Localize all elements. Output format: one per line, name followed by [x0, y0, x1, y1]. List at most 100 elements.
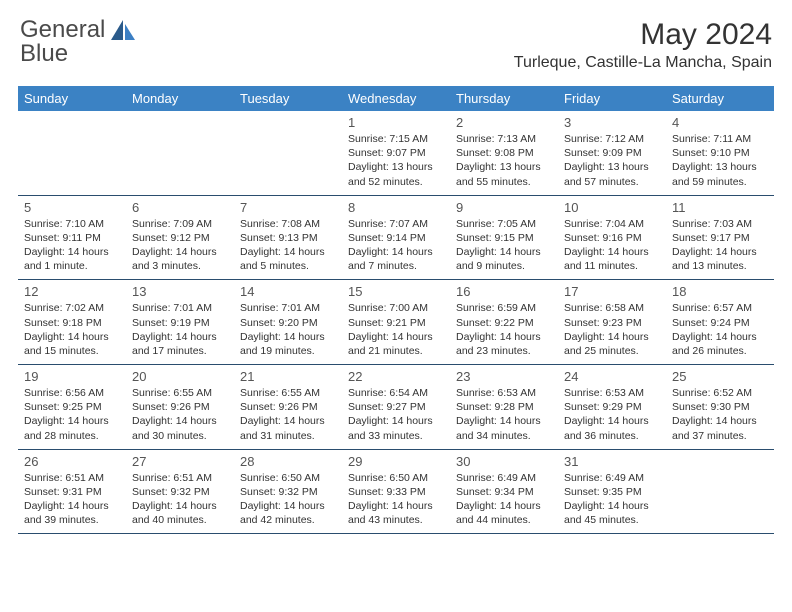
week-row: 5 Sunrise: 7:10 AMSunset: 9:11 PMDaylight… [18, 196, 774, 281]
day-cell [666, 450, 774, 534]
week-row: 19 Sunrise: 6:56 AMSunset: 9:25 PMDayligh… [18, 365, 774, 450]
location-text: Turleque, Castille-La Mancha, Spain [514, 54, 772, 72]
day-number: 9 [456, 200, 552, 215]
day-cell: 26 Sunrise: 6:51 AMSunset: 9:31 PMDayligh… [18, 450, 126, 534]
day-number: 13 [132, 284, 228, 299]
day-cell: 19 Sunrise: 6:56 AMSunset: 9:25 PMDayligh… [18, 365, 126, 449]
day-info: Sunrise: 7:05 AMSunset: 9:15 PMDaylight:… [456, 217, 552, 274]
day-info: Sunrise: 6:55 AMSunset: 9:26 PMDaylight:… [240, 386, 336, 443]
day-number: 3 [564, 115, 660, 130]
day-cell: 3 Sunrise: 7:12 AMSunset: 9:09 PMDaylight… [558, 111, 666, 195]
day-number: 18 [672, 284, 768, 299]
day-info: Sunrise: 6:55 AMSunset: 9:26 PMDaylight:… [132, 386, 228, 443]
title-block: May 2024 Turleque, Castille-La Mancha, S… [514, 18, 772, 72]
day-number: 7 [240, 200, 336, 215]
day-info: Sunrise: 7:10 AMSunset: 9:11 PMDaylight:… [24, 217, 120, 274]
week-row: 26 Sunrise: 6:51 AMSunset: 9:31 PMDayligh… [18, 450, 774, 535]
day-number: 28 [240, 454, 336, 469]
day-cell: 29Sunrise: 6:50 AMSunset: 9:33 PMDayligh… [342, 450, 450, 534]
day-number: 21 [240, 369, 336, 384]
day-cell: 5 Sunrise: 7:10 AMSunset: 9:11 PMDaylight… [18, 196, 126, 280]
day-info: Sunrise: 6:51 AMSunset: 9:31 PMDaylight:… [24, 471, 120, 528]
day-info: Sunrise: 7:12 AMSunset: 9:09 PMDaylight:… [564, 132, 660, 189]
week-row: 1Sunrise: 7:15 AMSunset: 9:07 PMDaylight… [18, 111, 774, 196]
day-number: 30 [456, 454, 552, 469]
day-cell: 21 Sunrise: 6:55 AMSunset: 9:26 PMDayligh… [234, 365, 342, 449]
day-cell [18, 111, 126, 195]
day-info: Sunrise: 6:57 AMSunset: 9:24 PMDaylight:… [672, 301, 768, 358]
day-cell: 11 Sunrise: 7:03 AMSunset: 9:17 PMDayligh… [666, 196, 774, 280]
day-info: Sunrise: 7:03 AMSunset: 9:17 PMDaylight:… [672, 217, 768, 274]
day-info: Sunrise: 6:59 AMSunset: 9:22 PMDaylight:… [456, 301, 552, 358]
day-cell: 14Sunrise: 7:01 AMSunset: 9:20 PMDayligh… [234, 280, 342, 364]
day-number: 24 [564, 369, 660, 384]
day-number: 23 [456, 369, 552, 384]
day-number: 27 [132, 454, 228, 469]
day-number: 14 [240, 284, 336, 299]
day-info: Sunrise: 6:50 AMSunset: 9:32 PMDaylight:… [240, 471, 336, 528]
day-info: Sunrise: 6:50 AMSunset: 9:33 PMDaylight:… [348, 471, 444, 528]
day-info: Sunrise: 6:53 AMSunset: 9:29 PMDaylight:… [564, 386, 660, 443]
day-header-cell: Sunday [18, 86, 126, 111]
day-header-cell: Thursday [450, 86, 558, 111]
day-cell: 30 Sunrise: 6:49 AMSunset: 9:34 PMDayligh… [450, 450, 558, 534]
day-cell: 12Sunrise: 7:02 AMSunset: 9:18 PMDayligh… [18, 280, 126, 364]
logo-text-gray: General [20, 16, 105, 43]
header: General Blue May 2024 Turleque, Castille… [0, 0, 792, 80]
day-info: Sunrise: 7:11 AMSunset: 9:10 PMDaylight:… [672, 132, 768, 189]
day-number: 16 [456, 284, 552, 299]
day-cell: 10 Sunrise: 7:04 AMSunset: 9:16 PMDayligh… [558, 196, 666, 280]
day-cell: 2Sunrise: 7:13 AMSunset: 9:08 PMDaylight… [450, 111, 558, 195]
day-number: 5 [24, 200, 120, 215]
day-number: 19 [24, 369, 120, 384]
day-info: Sunrise: 7:07 AMSunset: 9:14 PMDaylight:… [348, 217, 444, 274]
day-number: 22 [348, 369, 444, 384]
day-info: Sunrise: 7:01 AMSunset: 9:19 PMDaylight:… [132, 301, 228, 358]
day-cell: 13 Sunrise: 7:01 AMSunset: 9:19 PMDayligh… [126, 280, 234, 364]
day-cell: 27 Sunrise: 6:51 AMSunset: 9:32 PMDayligh… [126, 450, 234, 534]
day-cell: 7 Sunrise: 7:08 AMSunset: 9:13 PMDaylight… [234, 196, 342, 280]
sail-icon [109, 18, 137, 47]
day-number: 1 [348, 115, 444, 130]
day-header-cell: Monday [126, 86, 234, 111]
week-row: 12Sunrise: 7:02 AMSunset: 9:18 PMDayligh… [18, 280, 774, 365]
day-number: 11 [672, 200, 768, 215]
day-number: 31 [564, 454, 660, 469]
day-cell: 1Sunrise: 7:15 AMSunset: 9:07 PMDaylight… [342, 111, 450, 195]
month-title: May 2024 [514, 18, 772, 52]
day-info: Sunrise: 7:09 AMSunset: 9:12 PMDaylight:… [132, 217, 228, 274]
day-header-cell: Friday [558, 86, 666, 111]
day-number: 10 [564, 200, 660, 215]
day-info: Sunrise: 6:53 AMSunset: 9:28 PMDaylight:… [456, 386, 552, 443]
day-cell: 28 Sunrise: 6:50 AMSunset: 9:32 PMDayligh… [234, 450, 342, 534]
calendar: Sunday Monday Tuesday Wednesday Thursday… [18, 86, 774, 534]
day-info: Sunrise: 7:13 AMSunset: 9:08 PMDaylight:… [456, 132, 552, 189]
day-cell: 6 Sunrise: 7:09 AMSunset: 9:12 PMDaylight… [126, 196, 234, 280]
day-cell: 25Sunrise: 6:52 AMSunset: 9:30 PMDayligh… [666, 365, 774, 449]
day-info: Sunrise: 6:52 AMSunset: 9:30 PMDaylight:… [672, 386, 768, 443]
day-info: Sunrise: 6:56 AMSunset: 9:25 PMDaylight:… [24, 386, 120, 443]
day-cell: 9 Sunrise: 7:05 AMSunset: 9:15 PMDaylight… [450, 196, 558, 280]
day-cell: 22 Sunrise: 6:54 AMSunset: 9:27 PMDayligh… [342, 365, 450, 449]
day-number: 26 [24, 454, 120, 469]
day-cell: 31Sunrise: 6:49 AMSunset: 9:35 PMDayligh… [558, 450, 666, 534]
day-number: 8 [348, 200, 444, 215]
day-info: Sunrise: 6:54 AMSunset: 9:27 PMDaylight:… [348, 386, 444, 443]
day-cell: 18 Sunrise: 6:57 AMSunset: 9:24 PMDayligh… [666, 280, 774, 364]
day-info: Sunrise: 7:04 AMSunset: 9:16 PMDaylight:… [564, 217, 660, 274]
day-cell: 17Sunrise: 6:58 AMSunset: 9:23 PMDayligh… [558, 280, 666, 364]
day-header-cell: Saturday [666, 86, 774, 111]
day-cell [126, 111, 234, 195]
logo: General Blue [20, 18, 137, 66]
day-cell: 4 Sunrise: 7:11 AMSunset: 9:10 PMDaylight… [666, 111, 774, 195]
day-number: 4 [672, 115, 768, 130]
day-info: Sunrise: 6:51 AMSunset: 9:32 PMDaylight:… [132, 471, 228, 528]
day-info: Sunrise: 7:00 AMSunset: 9:21 PMDaylight:… [348, 301, 444, 358]
day-number: 6 [132, 200, 228, 215]
day-cell: 20Sunrise: 6:55 AMSunset: 9:26 PMDayligh… [126, 365, 234, 449]
day-info: Sunrise: 6:49 AMSunset: 9:34 PMDaylight:… [456, 471, 552, 528]
day-cell: 8 Sunrise: 7:07 AMSunset: 9:14 PMDaylight… [342, 196, 450, 280]
day-header-row: Sunday Monday Tuesday Wednesday Thursday… [18, 86, 774, 111]
day-info: Sunrise: 7:08 AMSunset: 9:13 PMDaylight:… [240, 217, 336, 274]
day-info: Sunrise: 6:58 AMSunset: 9:23 PMDaylight:… [564, 301, 660, 358]
